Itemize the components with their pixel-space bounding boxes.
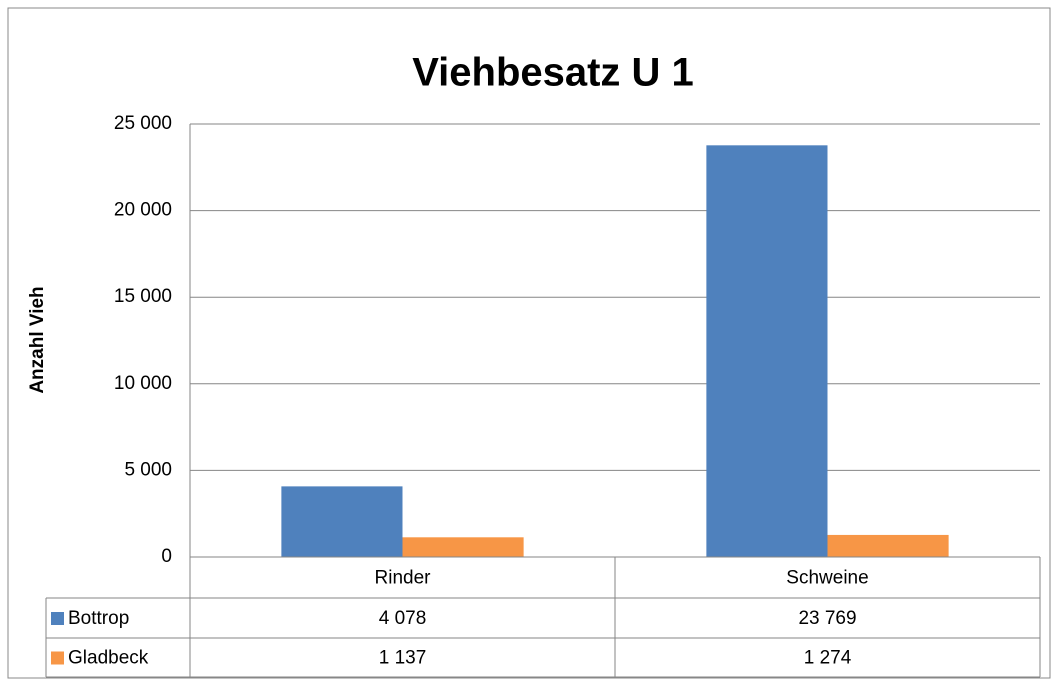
y-tick-label: 0 bbox=[161, 546, 172, 567]
x-tick-label: Schweine bbox=[786, 568, 868, 589]
legend-key bbox=[51, 612, 64, 625]
y-tick-label: 25 000 bbox=[114, 113, 172, 134]
bar bbox=[402, 537, 524, 557]
legend-label: Bottrop bbox=[68, 608, 129, 629]
y-tick-label: 15 000 bbox=[114, 286, 172, 307]
table-value: 1 274 bbox=[804, 648, 852, 669]
bar bbox=[706, 145, 828, 557]
legend-label: Gladbeck bbox=[68, 648, 149, 669]
legend-key bbox=[51, 651, 64, 665]
y-axis-title: Anzahl Vieh bbox=[27, 286, 48, 393]
chart-border bbox=[7, 7, 1051, 679]
bar bbox=[281, 486, 403, 557]
x-tick-label: Rinder bbox=[375, 568, 432, 589]
table-value: 23 769 bbox=[798, 608, 856, 629]
bar bbox=[827, 534, 949, 557]
table-value: 1 137 bbox=[379, 648, 427, 669]
table-value: 4 078 bbox=[379, 608, 427, 629]
chart-title: Viehbesatz U 1 bbox=[412, 51, 694, 95]
y-tick-label: 5 000 bbox=[124, 459, 172, 480]
y-tick-label: 20 000 bbox=[114, 200, 172, 221]
y-tick-label: 10 000 bbox=[114, 373, 172, 394]
